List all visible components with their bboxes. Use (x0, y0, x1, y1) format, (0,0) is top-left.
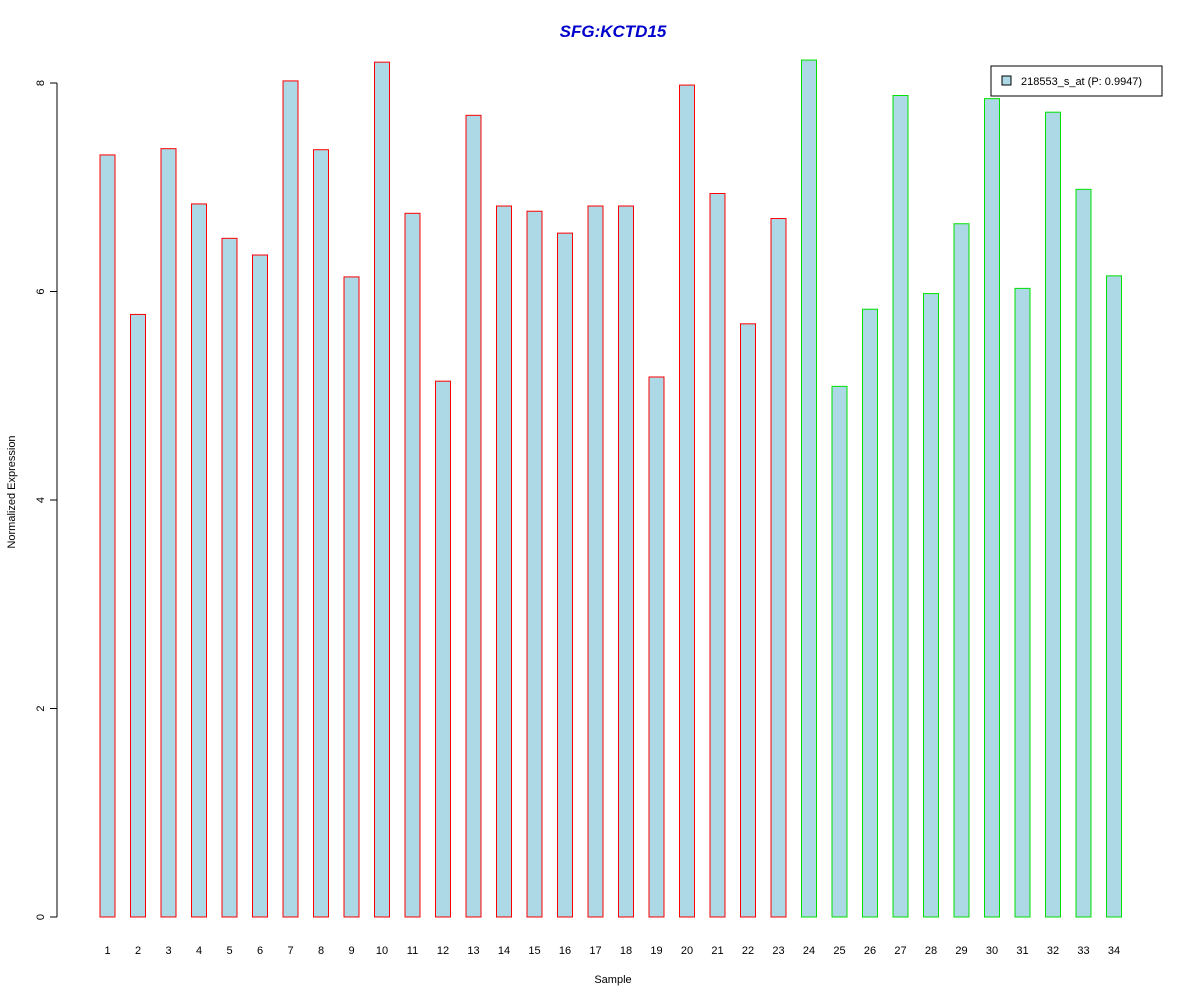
legend-label: 218553_s_at (P: 0.9947) (1021, 76, 1142, 88)
x-tick-label-6: 6 (257, 945, 263, 957)
bar-23 (770, 218, 787, 918)
x-tick-label-18: 18 (620, 945, 632, 957)
bar-25 (831, 385, 848, 918)
y-tick-label-6: 6 (35, 288, 47, 294)
bar-33 (1075, 188, 1092, 918)
y-axis: 0 2 4 6 8 (35, 80, 58, 920)
x-tick-label-22: 22 (742, 945, 754, 957)
bar-10 (374, 61, 390, 918)
bar-5 (221, 237, 238, 918)
bar-29 (953, 223, 970, 918)
bar-14 (496, 205, 512, 918)
legend-box (990, 65, 1163, 97)
x-tick-label-33: 33 (1077, 945, 1089, 957)
y-tick-label-0: 0 (35, 914, 47, 920)
bar-31 (1014, 287, 1031, 918)
bar-30 (984, 98, 1000, 918)
bars-layer (99, 59, 1122, 918)
x-tick-label-14: 14 (498, 945, 510, 957)
y-tick-label-8: 8 (35, 80, 47, 86)
x-tick-label-20: 20 (681, 945, 693, 957)
x-tick-label-34: 34 (1108, 945, 1120, 957)
legend-swatch (1001, 75, 1012, 86)
bar-34 (1106, 275, 1122, 918)
bar-3 (160, 148, 177, 918)
bar-2 (130, 313, 146, 918)
x-tick-label-19: 19 (650, 945, 662, 957)
x-tick-label-23: 23 (772, 945, 784, 957)
x-tick-labels: 1 2 3 4 5 6 7 8 9 10 11 12 13 14 15 16 17 18 19 20 21 22 23 24 2… (104, 945, 1120, 957)
bar-22 (740, 323, 756, 918)
legend: 218553_s_at (P: 0.9947) (990, 65, 1163, 97)
x-tick-label-11: 11 (407, 945, 418, 957)
chart-title: SFG:KCTD15 (560, 22, 667, 41)
x-tick-label-25: 25 (833, 945, 845, 957)
x-tick-label-24: 24 (803, 945, 815, 957)
x-tick-label-9: 9 (348, 945, 354, 957)
bar-13 (465, 114, 482, 918)
bar-18 (618, 205, 634, 918)
x-axis-label: Sample (594, 974, 631, 986)
x-tick-label-8: 8 (318, 945, 324, 957)
x-tick-label-21: 21 (711, 945, 723, 957)
bar-17 (587, 205, 604, 918)
bar-32 (1045, 111, 1061, 918)
y-tick-label-2: 2 (35, 705, 47, 711)
bar-8 (313, 149, 329, 918)
bar-11 (404, 212, 421, 918)
x-tick-label-31: 31 (1016, 945, 1028, 957)
bar-15 (526, 210, 543, 918)
x-tick-label-7: 7 (287, 945, 293, 957)
bar-24 (801, 59, 817, 918)
x-tick-label-17: 17 (589, 945, 601, 957)
x-tick-label-10: 10 (376, 945, 388, 957)
x-tick-label-26: 26 (864, 945, 876, 957)
bar-26 (862, 308, 878, 918)
bar-21 (709, 193, 726, 918)
bar-12 (435, 380, 451, 918)
y-tick-label-4: 4 (35, 497, 47, 503)
bar-9 (343, 276, 360, 918)
x-tick-label-4: 4 (196, 945, 202, 957)
x-tick-label-3: 3 (165, 945, 171, 957)
bar-4 (191, 203, 207, 918)
x-tick-label-29: 29 (955, 945, 967, 957)
x-tick-label-2: 2 (135, 945, 141, 957)
bar-6 (252, 254, 268, 918)
bar-28 (923, 293, 939, 918)
bar-27 (892, 95, 909, 918)
x-tick-label-30: 30 (986, 945, 998, 957)
bar-7 (282, 80, 299, 918)
y-axis-label: Normalized Expression (6, 435, 18, 548)
x-tick-label-27: 27 (894, 945, 906, 957)
x-tick-label-5: 5 (226, 945, 232, 957)
bar-16 (557, 232, 573, 918)
x-tick-label-32: 32 (1047, 945, 1059, 957)
x-tick-label-13: 13 (467, 945, 479, 957)
x-tick-label-16: 16 (559, 945, 571, 957)
x-tick-label-1: 1 (104, 945, 110, 957)
x-tick-label-15: 15 (528, 945, 540, 957)
bar-19 (648, 376, 665, 918)
x-tick-label-28: 28 (925, 945, 937, 957)
bar-20 (679, 84, 695, 918)
bar-1 (99, 154, 116, 918)
x-tick-label-12: 12 (437, 945, 449, 957)
